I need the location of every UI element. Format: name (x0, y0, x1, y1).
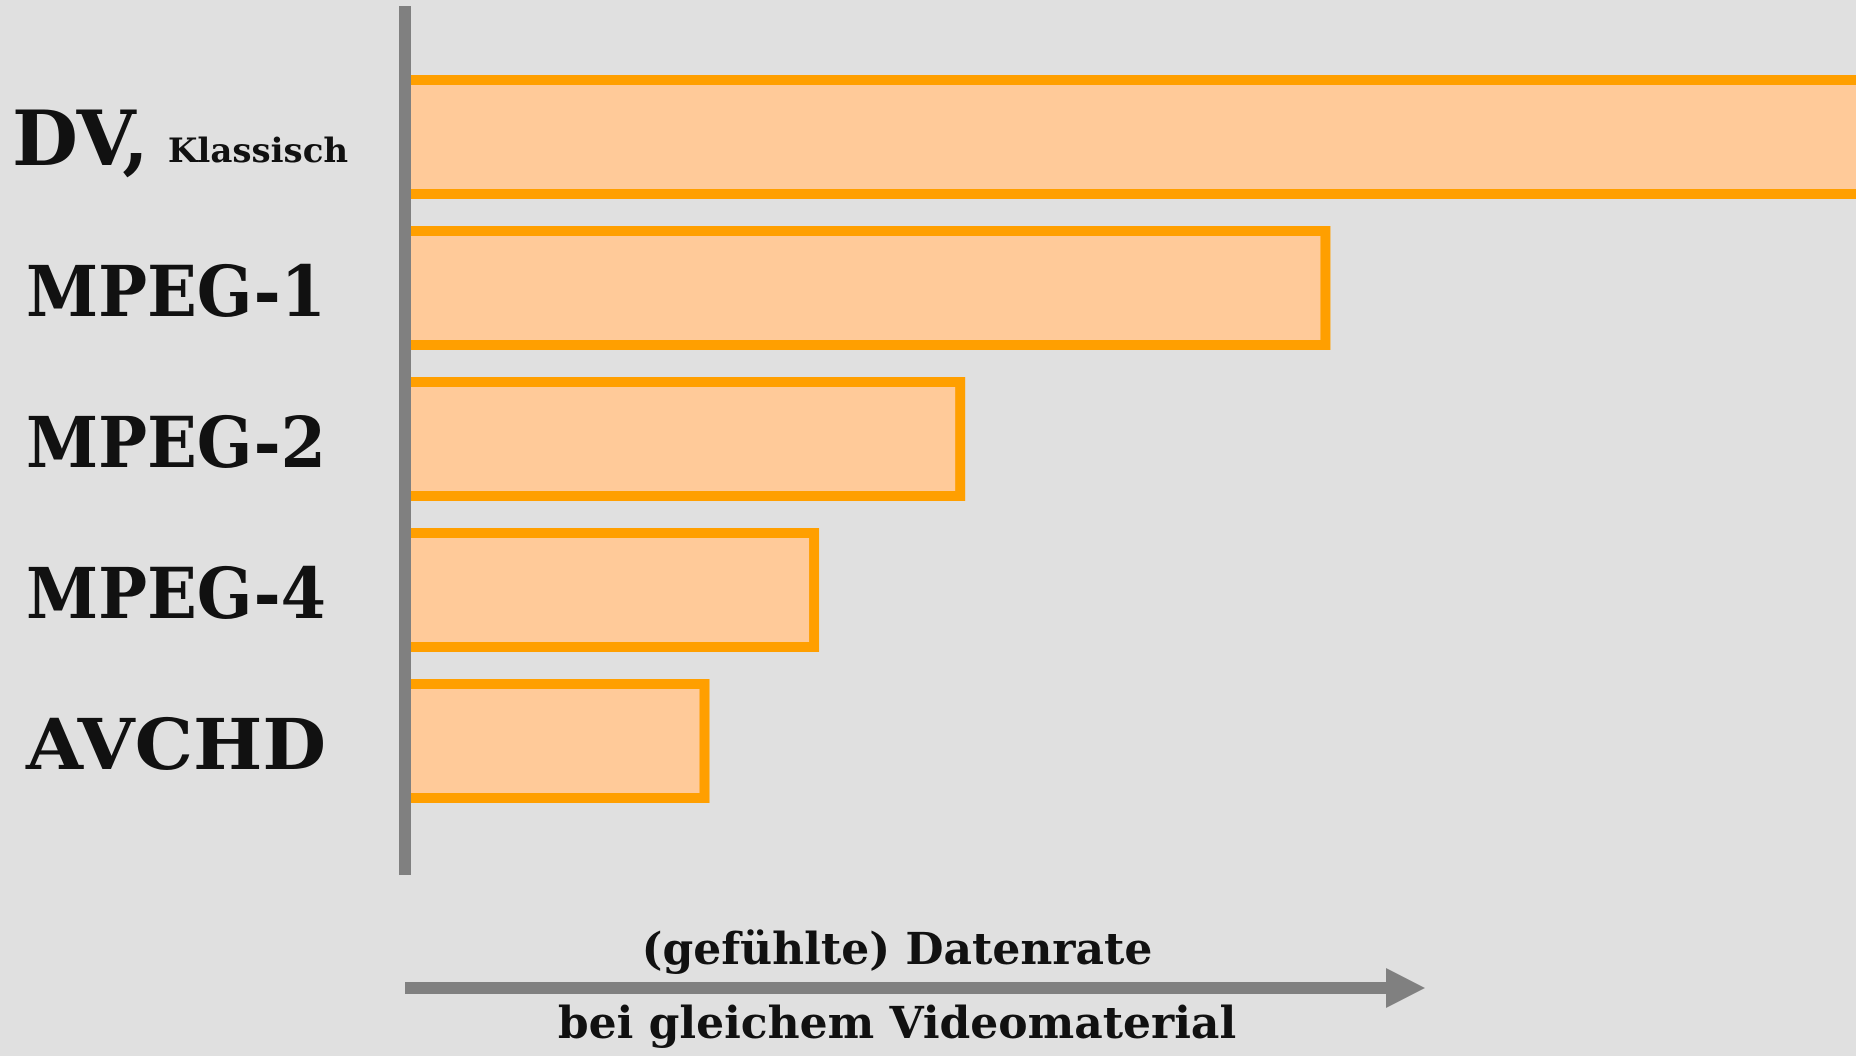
category-label-1: DV, (12, 94, 149, 183)
bars-layer (400, 75, 1856, 803)
bar-2 (400, 226, 1331, 350)
category-label-2: MPEG-1 (26, 250, 326, 333)
bar-5 (400, 679, 710, 803)
category-sublabel-1: Klassisch (168, 131, 348, 171)
category-label-5: AVCHD (25, 703, 326, 786)
bar-3 (400, 377, 966, 501)
category-labels: DV, Klassisch MPEG-1 MPEG-2 MPEG-4 AVCHD (12, 94, 348, 786)
x-axis-label-line2: bei gleichem Videomaterial (558, 998, 1236, 1049)
x-axis-arrow-head-icon (1386, 968, 1425, 1008)
bar-4 (400, 528, 820, 652)
x-axis-label-line1: (gefühlte) Datenrate (642, 924, 1153, 975)
bar-1 (400, 75, 1856, 199)
category-label-4: MPEG-4 (26, 552, 326, 635)
category-label-3: MPEG-2 (26, 401, 326, 484)
